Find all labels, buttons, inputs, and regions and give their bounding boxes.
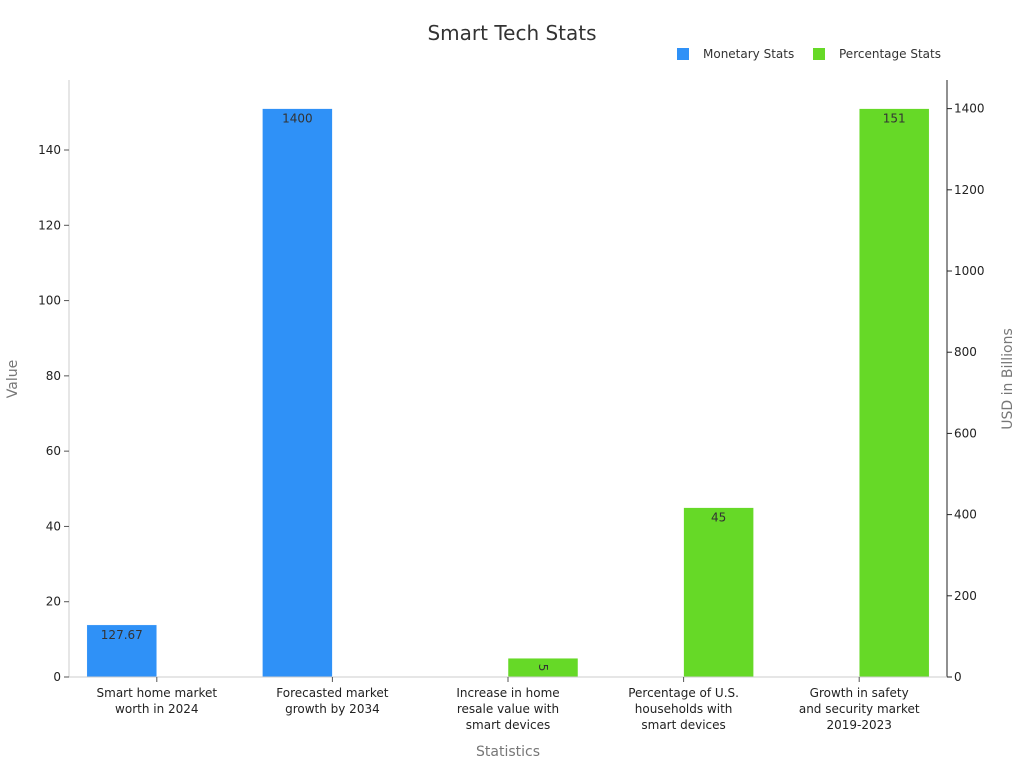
x-axis-label: Statistics bbox=[476, 744, 540, 760]
left-tick-label: 100 bbox=[38, 294, 61, 308]
legend-label-monetary: Monetary Stats bbox=[703, 47, 794, 61]
y-axis-label: Value bbox=[5, 360, 21, 398]
left-tick-label: 120 bbox=[38, 218, 61, 232]
bar-percentage bbox=[858, 108, 930, 678]
bar-data-label: 151 bbox=[883, 112, 906, 126]
left-tick-label: 80 bbox=[46, 369, 61, 383]
x-tick-label: Increase in home resale value with smart d… bbox=[456, 686, 559, 732]
right-tick-label: 0 bbox=[954, 670, 962, 684]
right-tick-label: 1400 bbox=[954, 102, 985, 116]
x-tick-label: Growth in safety and security market 2019-… bbox=[799, 686, 920, 732]
legend-swatch-percentage bbox=[813, 48, 825, 60]
legend: Monetary Stats Percentage Stats bbox=[677, 47, 941, 61]
right-tick-label: 200 bbox=[954, 589, 977, 603]
left-tick-label: 140 bbox=[38, 143, 61, 157]
left-axis: 0 20 40 60 80 100 120 140 bbox=[38, 80, 70, 684]
y2-axis-label: USD in Billions bbox=[1000, 328, 1016, 429]
right-tick-label: 600 bbox=[954, 426, 977, 440]
x-tick-label: Percentage of U.S. households with smart d… bbox=[628, 686, 739, 732]
legend-swatch-monetary bbox=[677, 48, 689, 60]
bar-percentage bbox=[683, 507, 754, 678]
bar-monetary bbox=[262, 108, 333, 678]
left-tick-label: 60 bbox=[46, 444, 61, 458]
x-tick-label: Smart home market worth in 2024 bbox=[97, 686, 218, 716]
bar-data-label: 127.67 bbox=[101, 628, 143, 642]
x-tick-label: Forecasted market growth by 2034 bbox=[276, 686, 388, 716]
right-tick-label: 400 bbox=[954, 508, 977, 522]
legend-label-percentage: Percentage Stats bbox=[839, 47, 941, 61]
left-tick-label: 40 bbox=[46, 519, 61, 533]
bar-data-label: 5 bbox=[536, 664, 550, 672]
right-axis: 0 200 400 600 800 1000 1200 1400 bbox=[946, 80, 985, 684]
right-tick-label: 800 bbox=[954, 345, 977, 359]
left-tick-label: 0 bbox=[53, 670, 61, 684]
chart-title: Smart Tech Stats bbox=[427, 21, 596, 45]
right-tick-label: 1000 bbox=[954, 264, 985, 278]
bar-data-label: 45 bbox=[711, 511, 726, 525]
left-tick-label: 20 bbox=[46, 595, 61, 609]
bars: 127.67 1400 5 45 151 bbox=[86, 108, 930, 678]
right-tick-label: 1200 bbox=[954, 183, 985, 197]
bar-data-label: 1400 bbox=[282, 112, 313, 126]
x-axis: Smart home market worth in 2024 Forecasted… bbox=[69, 676, 947, 732]
bar-monetary bbox=[86, 624, 158, 678]
